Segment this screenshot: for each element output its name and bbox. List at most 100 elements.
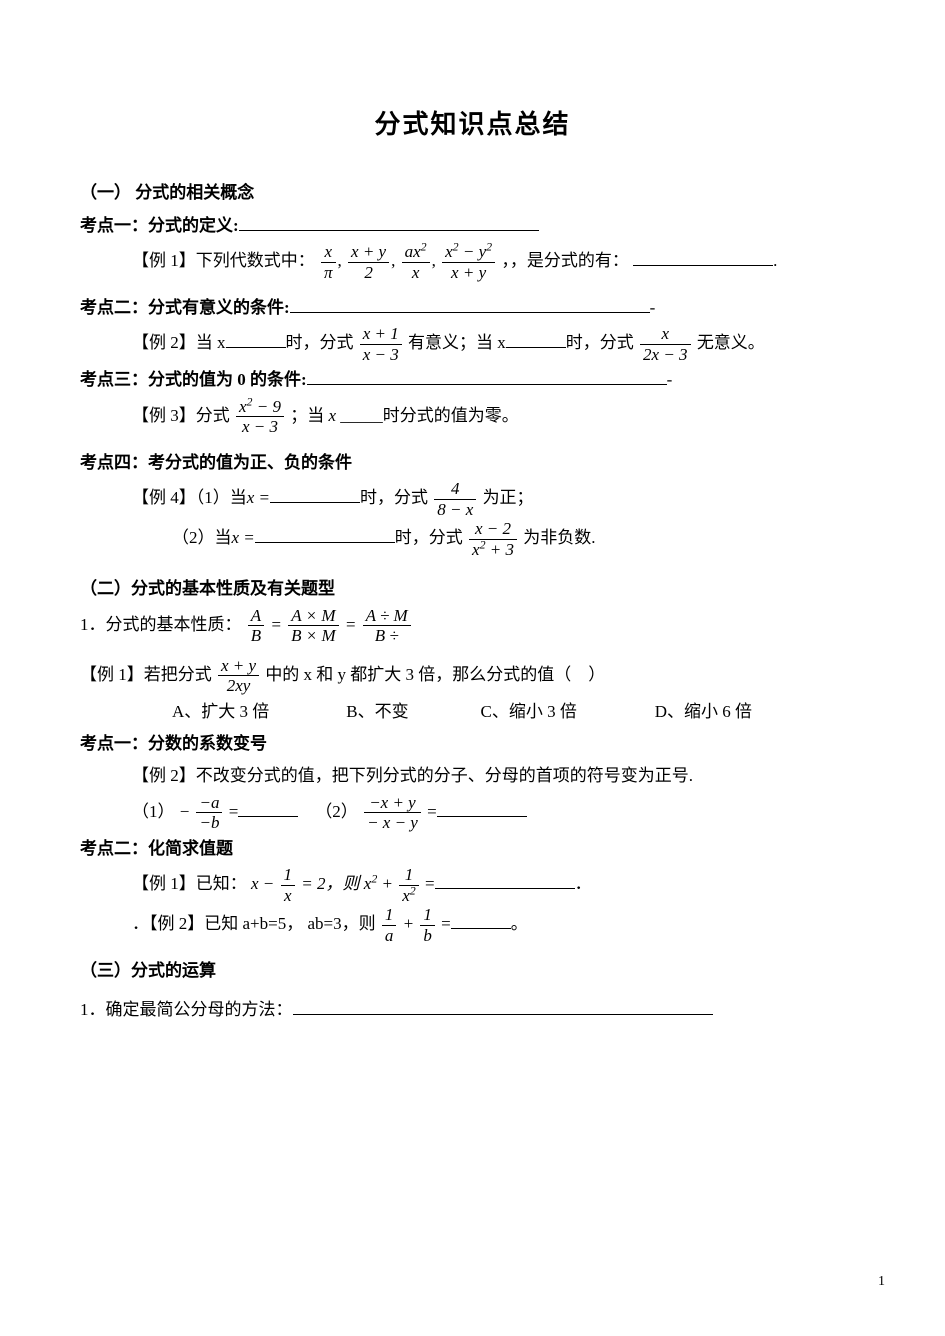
text: 【例 3】分式 (132, 406, 230, 425)
text: 有意义；当 x (408, 333, 506, 352)
text: 【例 2】已知 a+b=5， ab=3，则 (149, 914, 376, 933)
denominator: x (402, 263, 430, 283)
denominator: π (321, 263, 336, 283)
blank (255, 524, 395, 543)
denominator: 2xy (218, 676, 259, 696)
fraction: 1 b (420, 905, 435, 945)
blank (451, 910, 511, 929)
blank (307, 367, 667, 386)
text: 无意义。 (697, 333, 765, 352)
fraction: 1 x (281, 865, 296, 905)
choice-b: B、不变 (346, 696, 476, 728)
numerator: x + y (348, 242, 389, 263)
fraction: A ÷ M B ÷ (363, 606, 411, 646)
numerator: x + 1 (360, 324, 402, 345)
text: 时，分式 (395, 528, 463, 547)
fraction: x 2x − 3 (640, 324, 691, 364)
sec2-kaodian-2-label: 考点二：化简求值题 (80, 839, 233, 858)
numerator: x2 − y2 (442, 242, 495, 263)
numerator: 1 (281, 865, 296, 886)
kaodian-2-label: 考点二：分式有意义的条件: (80, 298, 290, 317)
section-1-heading: （一） 分式的相关概念 (80, 177, 865, 209)
text: = (425, 874, 435, 893)
text: 1．分式的基本性质： (80, 615, 242, 634)
example-1-1: 【例 1】下列代数式中： x π , x + y 2 , ax2 x , x2 … (132, 242, 865, 282)
blank (226, 329, 286, 348)
blank (238, 798, 298, 817)
example-2-2-items: （1） − −a −b = （2） −x + y − x − y = (132, 793, 865, 833)
numerator: 4 (434, 479, 476, 500)
example-2-k2-1: 【例 1】已知： x − 1 x = 2，则 x2 + 1 x2 =． (132, 865, 865, 905)
example-1-4-1: 【例 4】（1）当x =时，分式 4 8 − x 为正； (132, 479, 865, 519)
kaodian-4-label: 考点四：考分式的值为正、负的条件 (80, 453, 352, 472)
fraction: x + y 2 (348, 242, 389, 282)
fraction: 1 x2 (399, 865, 419, 905)
text: = (441, 914, 451, 933)
text: _____时分式的值为零。 (340, 406, 519, 425)
dash: - (650, 298, 656, 317)
example-1-2: 【例 2】当 x时，分式 x + 1 x − 3 有意义；当 x时，分式 x 2… (132, 324, 865, 364)
fraction: 4 8 − x (434, 479, 476, 519)
text: = (427, 802, 437, 821)
text: 中的 x 和 y 都扩大 3 倍，那么分式的值（ ） (265, 665, 605, 684)
text: 【例 1】已知： (132, 874, 247, 893)
fraction: A B (248, 606, 264, 646)
text: 为非负数. (523, 528, 595, 547)
math: + (382, 874, 398, 893)
text: = (229, 802, 239, 821)
denominator: 8 − x (434, 500, 476, 520)
example-lead: 【例 1】下列代数式中： (132, 251, 315, 270)
basic-property: 1．分式的基本性质： A B = A × M B × M = A ÷ M B ÷ (80, 606, 865, 646)
denominator: x − 3 (236, 417, 284, 437)
denominator: 2 (348, 263, 389, 283)
choice-d: D、缩小 6 倍 (655, 696, 752, 728)
text: （1） (132, 802, 175, 821)
kaodian-1-label: 考点一：分式的定义: (80, 216, 239, 235)
example-1-4-2: （2）当x =时，分式 x − 2 x2 + 3 为非负数. (172, 519, 865, 559)
example-2-2-lead: 【例 2】不改变分式的值，把下列分式的分子、分母的首项的符号变为正号. (132, 760, 865, 792)
numerator: x (321, 242, 336, 263)
sec2-kaodian-1: 考点一：分数的系数变号 (80, 728, 865, 760)
choice-a: A、扩大 3 倍 (172, 696, 342, 728)
numerator: A ÷ M (363, 606, 411, 627)
denominator: −b (196, 813, 222, 833)
text: 时，分式 (286, 333, 354, 352)
denominator: x + y (442, 263, 495, 283)
kaodian-3: 考点三：分式的值为 0 的条件:- (80, 364, 865, 396)
denominator: x − 3 (360, 345, 402, 365)
plus: + (403, 914, 419, 933)
fraction: x + y 2xy (218, 656, 259, 696)
text: 【例 1】若把分式 (80, 665, 212, 684)
section-3-heading: （三）分式的运算 (80, 955, 865, 987)
fraction: x2 − y2 x + y (442, 242, 495, 282)
numerator: A × M (288, 606, 339, 627)
var-x: x (328, 406, 336, 425)
text: 1．确定最简公分母的方法： (80, 1000, 293, 1019)
sec2-kaodian-2: 考点二：化简求值题 (80, 833, 865, 865)
minus: − (179, 802, 195, 821)
text: 【例 2】不改变分式的值，把下列分式的分子、分母的首项的符号变为正号. (132, 766, 693, 785)
equals: = (270, 615, 286, 634)
text: （2）当 (172, 528, 232, 547)
equals: = (345, 615, 361, 634)
blank (270, 484, 360, 503)
text: 时，分式 (566, 333, 634, 352)
section-2-heading: （二）分式的基本性质及有关题型 (80, 573, 865, 605)
blank (506, 329, 566, 348)
numerator: 1 (420, 905, 435, 926)
denominator: x2 (399, 886, 419, 906)
numerator: x + y (218, 656, 259, 677)
denominator: 2x − 3 (640, 345, 691, 365)
blank (633, 247, 773, 266)
blank (239, 212, 539, 231)
page-title: 分式知识点总结 (80, 100, 865, 149)
blank (293, 996, 713, 1015)
fraction: 1 a (382, 905, 397, 945)
numerator: −a (196, 793, 222, 814)
choice-c: C、缩小 3 倍 (481, 696, 651, 728)
denominator: B (248, 626, 264, 646)
denominator: b (420, 926, 435, 946)
kaodian-1: 考点一：分式的定义: (80, 210, 865, 242)
numerator: ax2 (402, 242, 430, 263)
denominator: x2 + 3 (469, 540, 517, 560)
